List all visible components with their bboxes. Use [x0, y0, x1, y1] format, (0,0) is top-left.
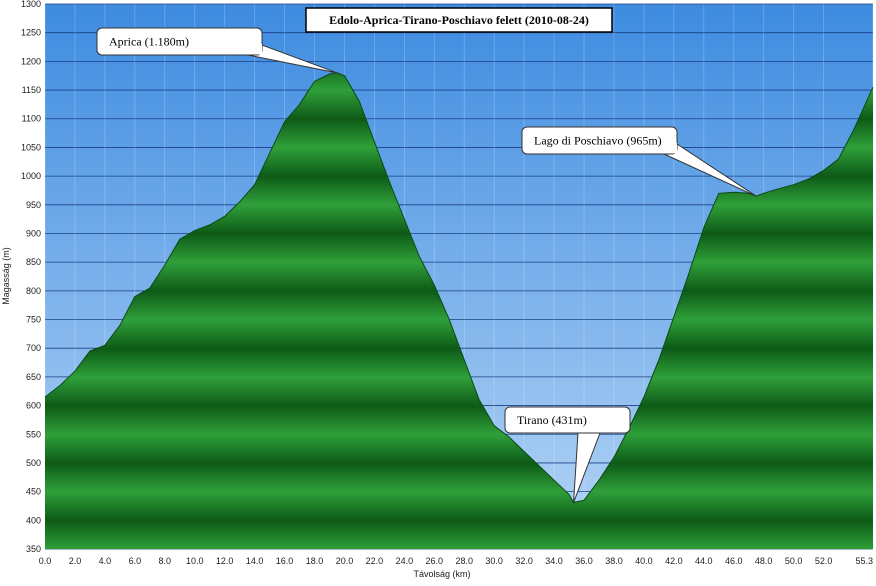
y-tick-label: 1150	[22, 85, 41, 95]
y-tick-label: 450	[26, 487, 41, 497]
title-box	[305, 7, 613, 33]
x-tick-label: 10.0	[186, 556, 204, 566]
x-tick-label: 30.0	[485, 556, 503, 566]
x-tick-label: 32.0	[515, 556, 533, 566]
y-tick-label: 850	[26, 257, 41, 267]
x-tick-label: 4.0	[99, 556, 112, 566]
x-tick-label: 40.0	[635, 556, 653, 566]
area	[45, 72, 873, 550]
callout-box	[96, 27, 263, 56]
x-tick-label: 2.0	[69, 556, 82, 566]
y-tick-label: 800	[26, 286, 41, 296]
callout-text: Lago di Poschiavo (965m)	[534, 134, 662, 148]
area-outline	[44, 72, 874, 504]
y-tick-label: 750	[26, 315, 41, 325]
x-tick-label: 24.0	[396, 556, 414, 566]
x-tick-label: 55.3	[855, 556, 873, 566]
y-tick-label: 400	[26, 515, 41, 525]
y-tick-label: 1300	[21, 0, 41, 9]
y-tick-label: 900	[26, 228, 41, 238]
x-tick-label: 44.0	[695, 556, 713, 566]
y-tick-label: 1000	[21, 171, 41, 181]
y-tick-label: 700	[26, 343, 41, 353]
x-tick-label: 26.0	[426, 556, 444, 566]
y-axis-label: Magasság (m)	[1, 247, 11, 305]
y-tick-label: 500	[26, 458, 41, 468]
y-tick-label: 350	[26, 544, 41, 554]
y-tick-label: 600	[26, 401, 41, 411]
x-tick-label: 48.0	[755, 556, 773, 566]
x-tick-label: 34.0	[545, 556, 563, 566]
callout-cover	[247, 44, 262, 55]
x-tick-label: 22.0	[366, 556, 384, 566]
x-tick-label: 14.0	[246, 556, 264, 566]
x-tick-label: 18.0	[306, 556, 324, 566]
x-tick-label: 6.0	[129, 556, 142, 566]
callout-text: Tirano (431m)	[517, 413, 587, 427]
x-tick-label: 46.0	[725, 556, 743, 566]
x-tick-label: 16.0	[276, 556, 294, 566]
y-tick-label: 650	[26, 372, 41, 382]
x-tick-label: 20.0	[336, 556, 354, 566]
x-tick-label: 52.0	[815, 556, 833, 566]
y-tick-label: 950	[26, 200, 41, 210]
y-tick-label: 550	[26, 429, 41, 439]
chart-title: Edolo-Aprica-Tirano-Poschiavo felett (20…	[329, 13, 589, 27]
callout-cover	[577, 432, 600, 433]
y-tick-label: 1050	[21, 142, 41, 152]
y-tick-label: 1200	[21, 56, 41, 66]
x-axis-label: Távolság (km)	[413, 569, 470, 579]
y-tick-label: 1100	[22, 114, 41, 124]
x-tick-label: 8.0	[159, 556, 172, 566]
x-tick-label: 28.0	[455, 556, 473, 566]
y-tick-label: 1250	[21, 28, 41, 38]
x-tick-label: 12.0	[216, 556, 234, 566]
callout-cover	[663, 143, 677, 154]
callout-box	[504, 406, 631, 434]
x-tick-label: 42.0	[665, 556, 683, 566]
x-tick-label: 36.0	[575, 556, 593, 566]
x-tick-label: 0.0	[39, 556, 52, 566]
x-tick-label: 38.0	[605, 556, 623, 566]
callout-text: Aprica (1.180m)	[109, 35, 189, 49]
callout-box	[521, 126, 678, 155]
x-tick-label: 50.0	[785, 556, 803, 566]
